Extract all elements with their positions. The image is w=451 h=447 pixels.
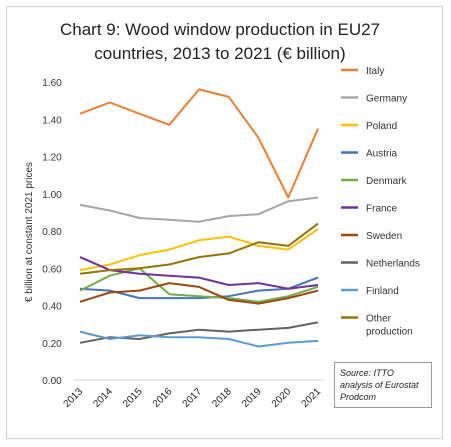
legend-label: France (366, 204, 398, 215)
x-tick-label: 2015 (121, 386, 145, 410)
series-line-other-production (79, 222, 319, 275)
series-line-austria (79, 276, 319, 300)
x-tick-label: 2013 (62, 386, 86, 410)
x-tick-label: 2021 (300, 386, 324, 410)
x-tick-label: 2017 (181, 386, 205, 410)
legend-label: Italy (366, 66, 384, 77)
chart-title: Chart 9: Wood window production in EU27 … (40, 18, 400, 66)
series-line-italy (79, 88, 319, 199)
legend-label-cont: production (366, 327, 413, 338)
series-line-sweden (79, 282, 319, 305)
series-line-denmark (79, 267, 319, 303)
y-axis-label: € billion at constant 2021 prices (24, 162, 35, 302)
legend-label: Netherlands (366, 259, 420, 270)
y-tick-label: 1.40 (42, 115, 62, 126)
chart-title-line-2: countries, 2013 to 2021 (€ billion) (94, 44, 346, 63)
legend-label: Austria (366, 149, 398, 160)
y-tick-label: 1.20 (42, 153, 62, 164)
x-tick-label: 2020 (270, 386, 294, 410)
y-tick-label: 0.60 (42, 264, 62, 275)
legend-label: Poland (366, 121, 397, 132)
y-tick-label: 0.20 (42, 339, 62, 350)
y-tick-label: 1.00 (42, 190, 62, 201)
series-line-finland (79, 330, 319, 348)
chart-frame (6, 6, 443, 439)
legend-label: Finland (366, 286, 399, 297)
legend-label: Denmark (366, 176, 408, 187)
y-tick-label: 0.40 (42, 302, 62, 313)
y-tick-label: 0.80 (42, 227, 62, 238)
legend-label: Other (366, 314, 392, 325)
x-tick-label: 2016 (151, 386, 175, 410)
source-note: Source: ITTO analysis of Eurostat Prodco… (334, 362, 432, 408)
chart-title-line-1: Chart 9: Wood window production in EU27 (59, 20, 381, 39)
y-tick-label: 1.60 (42, 78, 62, 89)
x-tick-label: 2019 (240, 386, 264, 410)
y-tick-label: 0.00 (42, 376, 62, 387)
x-tick-label: 2014 (91, 386, 115, 410)
series-line-poland (79, 228, 319, 272)
legend-label: Germany (366, 94, 407, 105)
series-line-netherlands (79, 321, 319, 344)
legend-label: Sweden (366, 231, 402, 242)
x-tick-label: 2018 (210, 386, 234, 410)
series-line-france (79, 256, 319, 290)
series-line-germany (79, 196, 319, 223)
